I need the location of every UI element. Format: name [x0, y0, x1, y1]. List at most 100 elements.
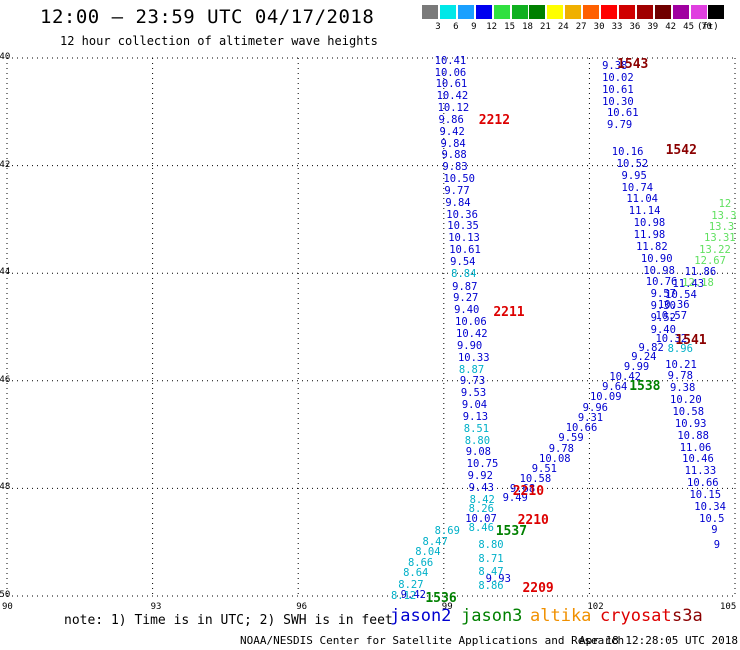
legend-swatch-label: 45 — [683, 22, 695, 32]
swh-value-label: 8.46 — [468, 522, 494, 535]
legend-swatch — [708, 5, 725, 19]
swh-value-label: 10.15 — [689, 488, 722, 501]
swh-value-label: 8.47 — [422, 536, 448, 549]
swh-value-label: 9.95 — [621, 169, 647, 182]
satellite-name-s3a: s3a — [672, 606, 703, 626]
swh-value-label: 9.93 — [485, 573, 511, 586]
pass-number-label: 1537 — [495, 524, 528, 540]
lat-axis-label: -42 — [0, 159, 11, 170]
swh-value-label: 10.50 — [443, 173, 475, 186]
swh-value-label: 10.61 — [606, 107, 639, 120]
legend-swatch — [565, 5, 582, 19]
pass-number-label: 1542 — [665, 142, 697, 158]
swh-value-label: 10.58 — [672, 406, 705, 418]
swh-value-label: 9.42 — [400, 588, 426, 601]
credit-text: NOAA/NESDIS Center for Satellite Applica… — [240, 634, 625, 647]
swh-value-label: 11.33 — [684, 465, 717, 478]
swh-value-label: 9.86 — [438, 113, 464, 126]
legend-swatch-label: 42 — [665, 22, 677, 32]
swh-value-label: 9.87 — [452, 280, 478, 293]
swh-value-label: 9.04 — [461, 399, 488, 411]
swh-value-label: 11.43 — [672, 277, 705, 290]
swh-value-label: 10.42 — [436, 90, 469, 103]
swh-value-label: 10.5 — [699, 512, 725, 525]
legend-swatch-label: 27 — [575, 22, 587, 32]
swh-value-label: 10.02 — [602, 71, 634, 84]
swh-value-label: 8.51 — [463, 422, 490, 435]
pass-number-label: 2209 — [522, 581, 554, 597]
swh-value-label: 9.78 — [548, 442, 574, 455]
legend-swatch-label: 18 — [522, 22, 533, 32]
swh-value-label: 8.80 — [464, 434, 491, 447]
swh-value-label: 11.86 — [684, 266, 717, 279]
map-subtitle: 12 hour collection of altimeter wave hei… — [60, 34, 378, 48]
swh-value-label: 9.64 — [602, 381, 628, 394]
swh-value-label: 9 — [711, 524, 718, 537]
swh-value-label: 9.40 — [454, 304, 480, 317]
map-title: 12:00 – 23:59 UTC 04/17/2018 — [40, 6, 375, 28]
pass-number-label: 2210 — [512, 484, 545, 500]
pass-number-label: 1543 — [617, 57, 649, 73]
lon-axis-label: 99 — [441, 602, 453, 612]
swh-value-label: 8.80 — [478, 538, 504, 551]
swh-value-label: 9.88 — [441, 149, 467, 162]
swh-value-label: 9.78 — [667, 370, 693, 383]
swh-value-label: 10.76 — [645, 276, 678, 289]
swh-value-label: 13.3 — [708, 220, 735, 233]
legend-swatch — [636, 5, 653, 19]
swh-value-label: 10.21 — [665, 358, 697, 371]
footer-note: note: 1) Time is in UTC; 2) SWH is in fe… — [64, 613, 393, 628]
swh-value-label: 10.61 — [449, 244, 481, 257]
generation-timestamp: Apr 18 12:28:05 UTC 2018 — [579, 634, 738, 647]
legend-swatch-label: 30 — [593, 22, 605, 32]
legend-swatch — [422, 5, 438, 19]
swh-value-label: 10.20 — [670, 394, 702, 407]
swh-value-label: 10.36 — [446, 208, 478, 221]
swh-value-label: 12 — [718, 198, 732, 211]
legend-swatch-label: 39 — [647, 22, 659, 32]
swh-value-label: 8.47 — [478, 566, 504, 579]
legend-swatch — [493, 5, 510, 19]
swh-value-label: 9.82 — [638, 341, 664, 354]
swh-value-label: 10.16 — [611, 146, 644, 159]
swh-value-label: 10.35 — [447, 220, 479, 233]
legend-swatch — [511, 5, 528, 19]
swh-value-label: 10.41 — [434, 54, 467, 67]
swh-value-label: 10.30 — [602, 95, 634, 108]
swh-value-label: 10.98 — [643, 264, 675, 277]
pass-number-label: 2210 — [517, 512, 549, 528]
legend-swatch — [690, 5, 707, 19]
legend-swatch — [583, 5, 600, 19]
swh-value-label: 10.75 — [466, 458, 499, 471]
swh-value-label: 8.26 — [468, 502, 494, 515]
swh-value-label: 8.04 — [415, 546, 441, 559]
swh-value-label: 8.86 — [478, 580, 504, 593]
lon-axis-label: 90 — [2, 602, 13, 612]
swh-value-label: 11.14 — [628, 205, 661, 218]
swh-value-label: 10.06 — [455, 316, 487, 329]
legend-unit: (ft) — [697, 22, 719, 32]
legend-swatch — [457, 5, 474, 19]
swh-value-label: 10.12 — [437, 102, 470, 115]
swh-value-label: 10.66 — [565, 422, 598, 435]
swh-value-label: 9.24 — [631, 350, 657, 363]
legend-swatch — [547, 5, 564, 19]
swh-value-label: 10.93 — [674, 417, 707, 430]
pass-number-label: 2212 — [478, 113, 511, 129]
swh-value-label: 9.52 — [650, 311, 676, 324]
swh-value-label: 9.84 — [445, 196, 471, 209]
swh-value-label: 9.30 — [650, 300, 676, 313]
swh-value-label: 8.42 — [469, 493, 495, 506]
swh-value-label: 9.83 — [442, 161, 468, 174]
swh-value-label: 9 — [713, 538, 721, 551]
swh-value-label: 8.84 — [451, 267, 477, 280]
swh-value-label: 10.09 — [589, 391, 622, 404]
satellite-name-cryosat: cryosat — [600, 606, 672, 626]
satellite-name-altika: altika — [530, 606, 592, 626]
swh-value-label: 13.31 — [704, 232, 736, 245]
legend-swatch — [672, 5, 689, 19]
swh-value-label: 9.42 — [439, 125, 465, 138]
swh-value-label: 10.46 — [682, 453, 714, 466]
legend-swatch-label: 9 — [471, 22, 477, 32]
swh-value-label: 9.49 — [502, 491, 528, 504]
